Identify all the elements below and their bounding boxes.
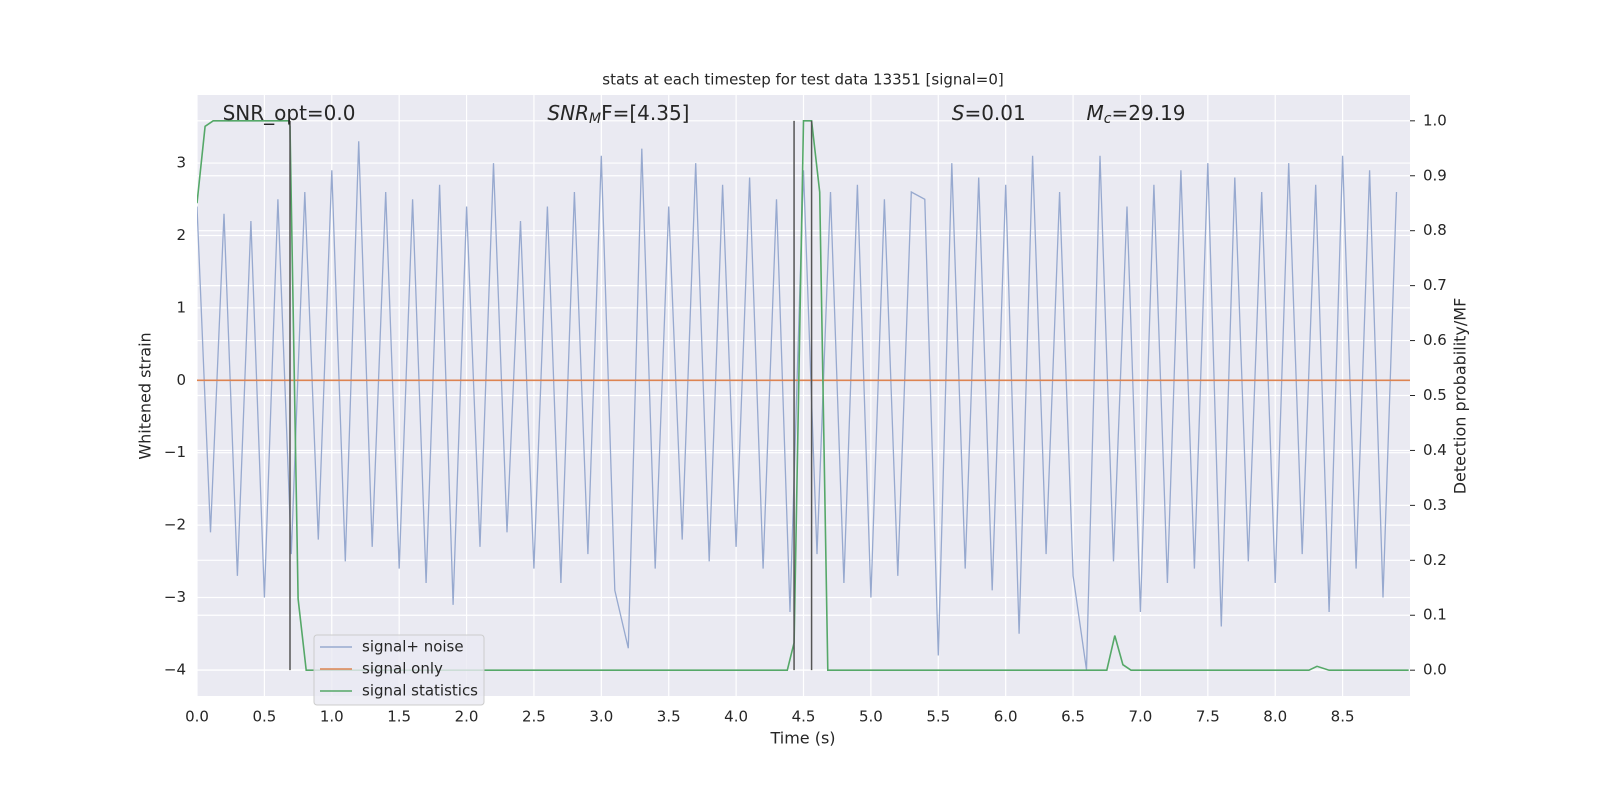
- x-tick-label: 5.5: [926, 708, 950, 726]
- x-tick-label: 4.0: [724, 708, 748, 726]
- y-tick-label: 0: [176, 371, 186, 389]
- x-tick-label: 7.0: [1129, 708, 1153, 726]
- x-tick-label: 3.0: [589, 708, 613, 726]
- y-tick-label: −4: [164, 660, 186, 678]
- x-tick-label: 5.0: [859, 708, 883, 726]
- annotation-italic: SNR: [547, 101, 589, 125]
- annotation-sub: c: [1104, 111, 1112, 127]
- x-tick-label: 0.0: [185, 708, 209, 726]
- x-tick-label: 7.5: [1196, 708, 1220, 726]
- legend-label: signal only: [362, 660, 443, 678]
- annotation-text: =29.19: [1112, 101, 1186, 125]
- y2-tick-label: 1.0: [1423, 111, 1447, 129]
- y-tick-label: 3: [176, 154, 186, 172]
- x-tick-label: 2.0: [455, 708, 479, 726]
- y-tick-label: −3: [164, 588, 186, 606]
- legend-label: signal+ noise: [362, 638, 464, 656]
- annotation: SNRMF=[4.35]: [547, 101, 689, 128]
- y2-tick-label: 0.2: [1423, 551, 1447, 569]
- y-tick-label: −1: [164, 443, 186, 461]
- series-line: [197, 141, 1398, 670]
- series-line: [197, 120, 1409, 671]
- y2-tick-label: 0.9: [1423, 166, 1447, 184]
- y2-tick-label: 0.3: [1423, 496, 1447, 514]
- x-tick-label: 0.5: [252, 708, 276, 726]
- y-tick-label: −2: [164, 516, 186, 534]
- x-axis-label: Time (s): [769, 729, 835, 748]
- y2-tick-label: 0.5: [1423, 386, 1447, 404]
- y-tick-label: 1: [176, 298, 186, 316]
- annotation-text: SNR_opt=0.0: [223, 101, 356, 125]
- annotation-italic: S: [952, 101, 965, 125]
- x-tick-label: 3.5: [657, 708, 681, 726]
- x-tick-label: 6.0: [994, 708, 1018, 726]
- y2-tick-label: 0.6: [1423, 331, 1447, 349]
- y2-axis-label: Detection probability/MF: [1451, 298, 1470, 495]
- x-tick-label: 8.0: [1263, 708, 1287, 726]
- x-tick-label: 1.0: [320, 708, 344, 726]
- legend-box: [313, 634, 485, 706]
- x-tick-label: 4.5: [792, 708, 816, 726]
- x-tick-label: 2.5: [522, 708, 546, 726]
- legend-label: signal statistics: [362, 682, 478, 700]
- y2-tick-label: 0.7: [1423, 276, 1447, 294]
- annotation-text: =0.01: [964, 101, 1025, 125]
- y-tick-label: 2: [176, 226, 186, 244]
- annotation: S=0.01: [952, 101, 1026, 125]
- chart-title: stats at each timestep for test data 133…: [602, 71, 1003, 89]
- legend: signal+ noise signal only signal statistic…: [313, 634, 485, 706]
- annotation: SNR_opt=0.0: [223, 101, 356, 125]
- y2-tick-label: 0.4: [1423, 441, 1447, 459]
- y2-tick-label: 0.1: [1423, 606, 1447, 624]
- annotation-sub: M: [589, 111, 601, 127]
- x-tick-label: 6.5: [1061, 708, 1085, 726]
- y2-tick-label: 0.8: [1423, 221, 1447, 239]
- y-axis-label: Whitened strain: [136, 332, 155, 459]
- annotation-text: F=[4.35]: [601, 101, 689, 125]
- x-tick-label: 8.5: [1331, 708, 1355, 726]
- y2-tick-label: 0.0: [1423, 661, 1447, 679]
- annotation: Mc=29.19: [1087, 101, 1186, 128]
- x-tick-label: 1.5: [387, 708, 411, 726]
- annotation-italic: M: [1087, 101, 1104, 125]
